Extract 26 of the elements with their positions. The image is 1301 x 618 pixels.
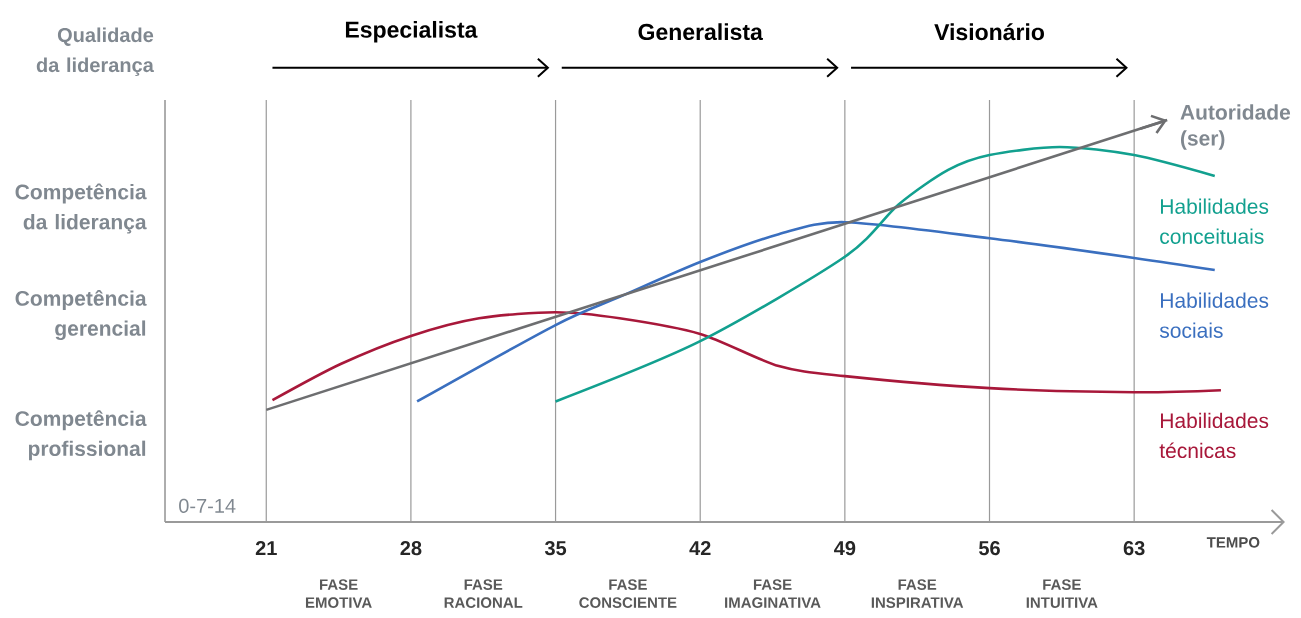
text: Especialista [345, 20, 478, 43]
annotation: 0-7-14 [179, 498, 236, 513]
x-tick-label: 42 [689, 541, 711, 556]
x-axis-title: TEMPO [1206, 537, 1260, 548]
series-label: Habilidades sociais [1159, 292, 1269, 338]
text: FASE EMOTIVA [305, 579, 372, 608]
x-tick-label: 63 [1123, 541, 1145, 556]
text: Generalista [638, 23, 763, 41]
legend-label: Autoridade (ser) [1180, 104, 1291, 150]
series-label: Habilidades técnicas [1159, 412, 1269, 459]
x-tick-label: 21 [255, 541, 277, 556]
text: FASE RACIONAL [444, 579, 523, 608]
x-tick-label: 49 [834, 541, 856, 556]
text: FASE INSPIRATIVA [871, 579, 964, 608]
x-tick-label: 35 [544, 541, 567, 556]
x-tick-label: 56 [979, 541, 1000, 556]
text: FASE CONSCIENTE [579, 579, 677, 608]
text: FASE IMAGINATIVA [725, 579, 821, 608]
text: Visionário [934, 23, 1044, 41]
text: Competência gerencial [15, 289, 147, 341]
series-label: Habilidades conceituais [1160, 198, 1269, 244]
text: FASE INTUITIVA [1026, 579, 1098, 608]
text: Competência da liderança [15, 183, 147, 234]
y-axis-title: Qualidade da liderança [36, 27, 154, 77]
text: Competência profissional [15, 410, 147, 461]
x-tick-label: 28 [400, 541, 422, 556]
